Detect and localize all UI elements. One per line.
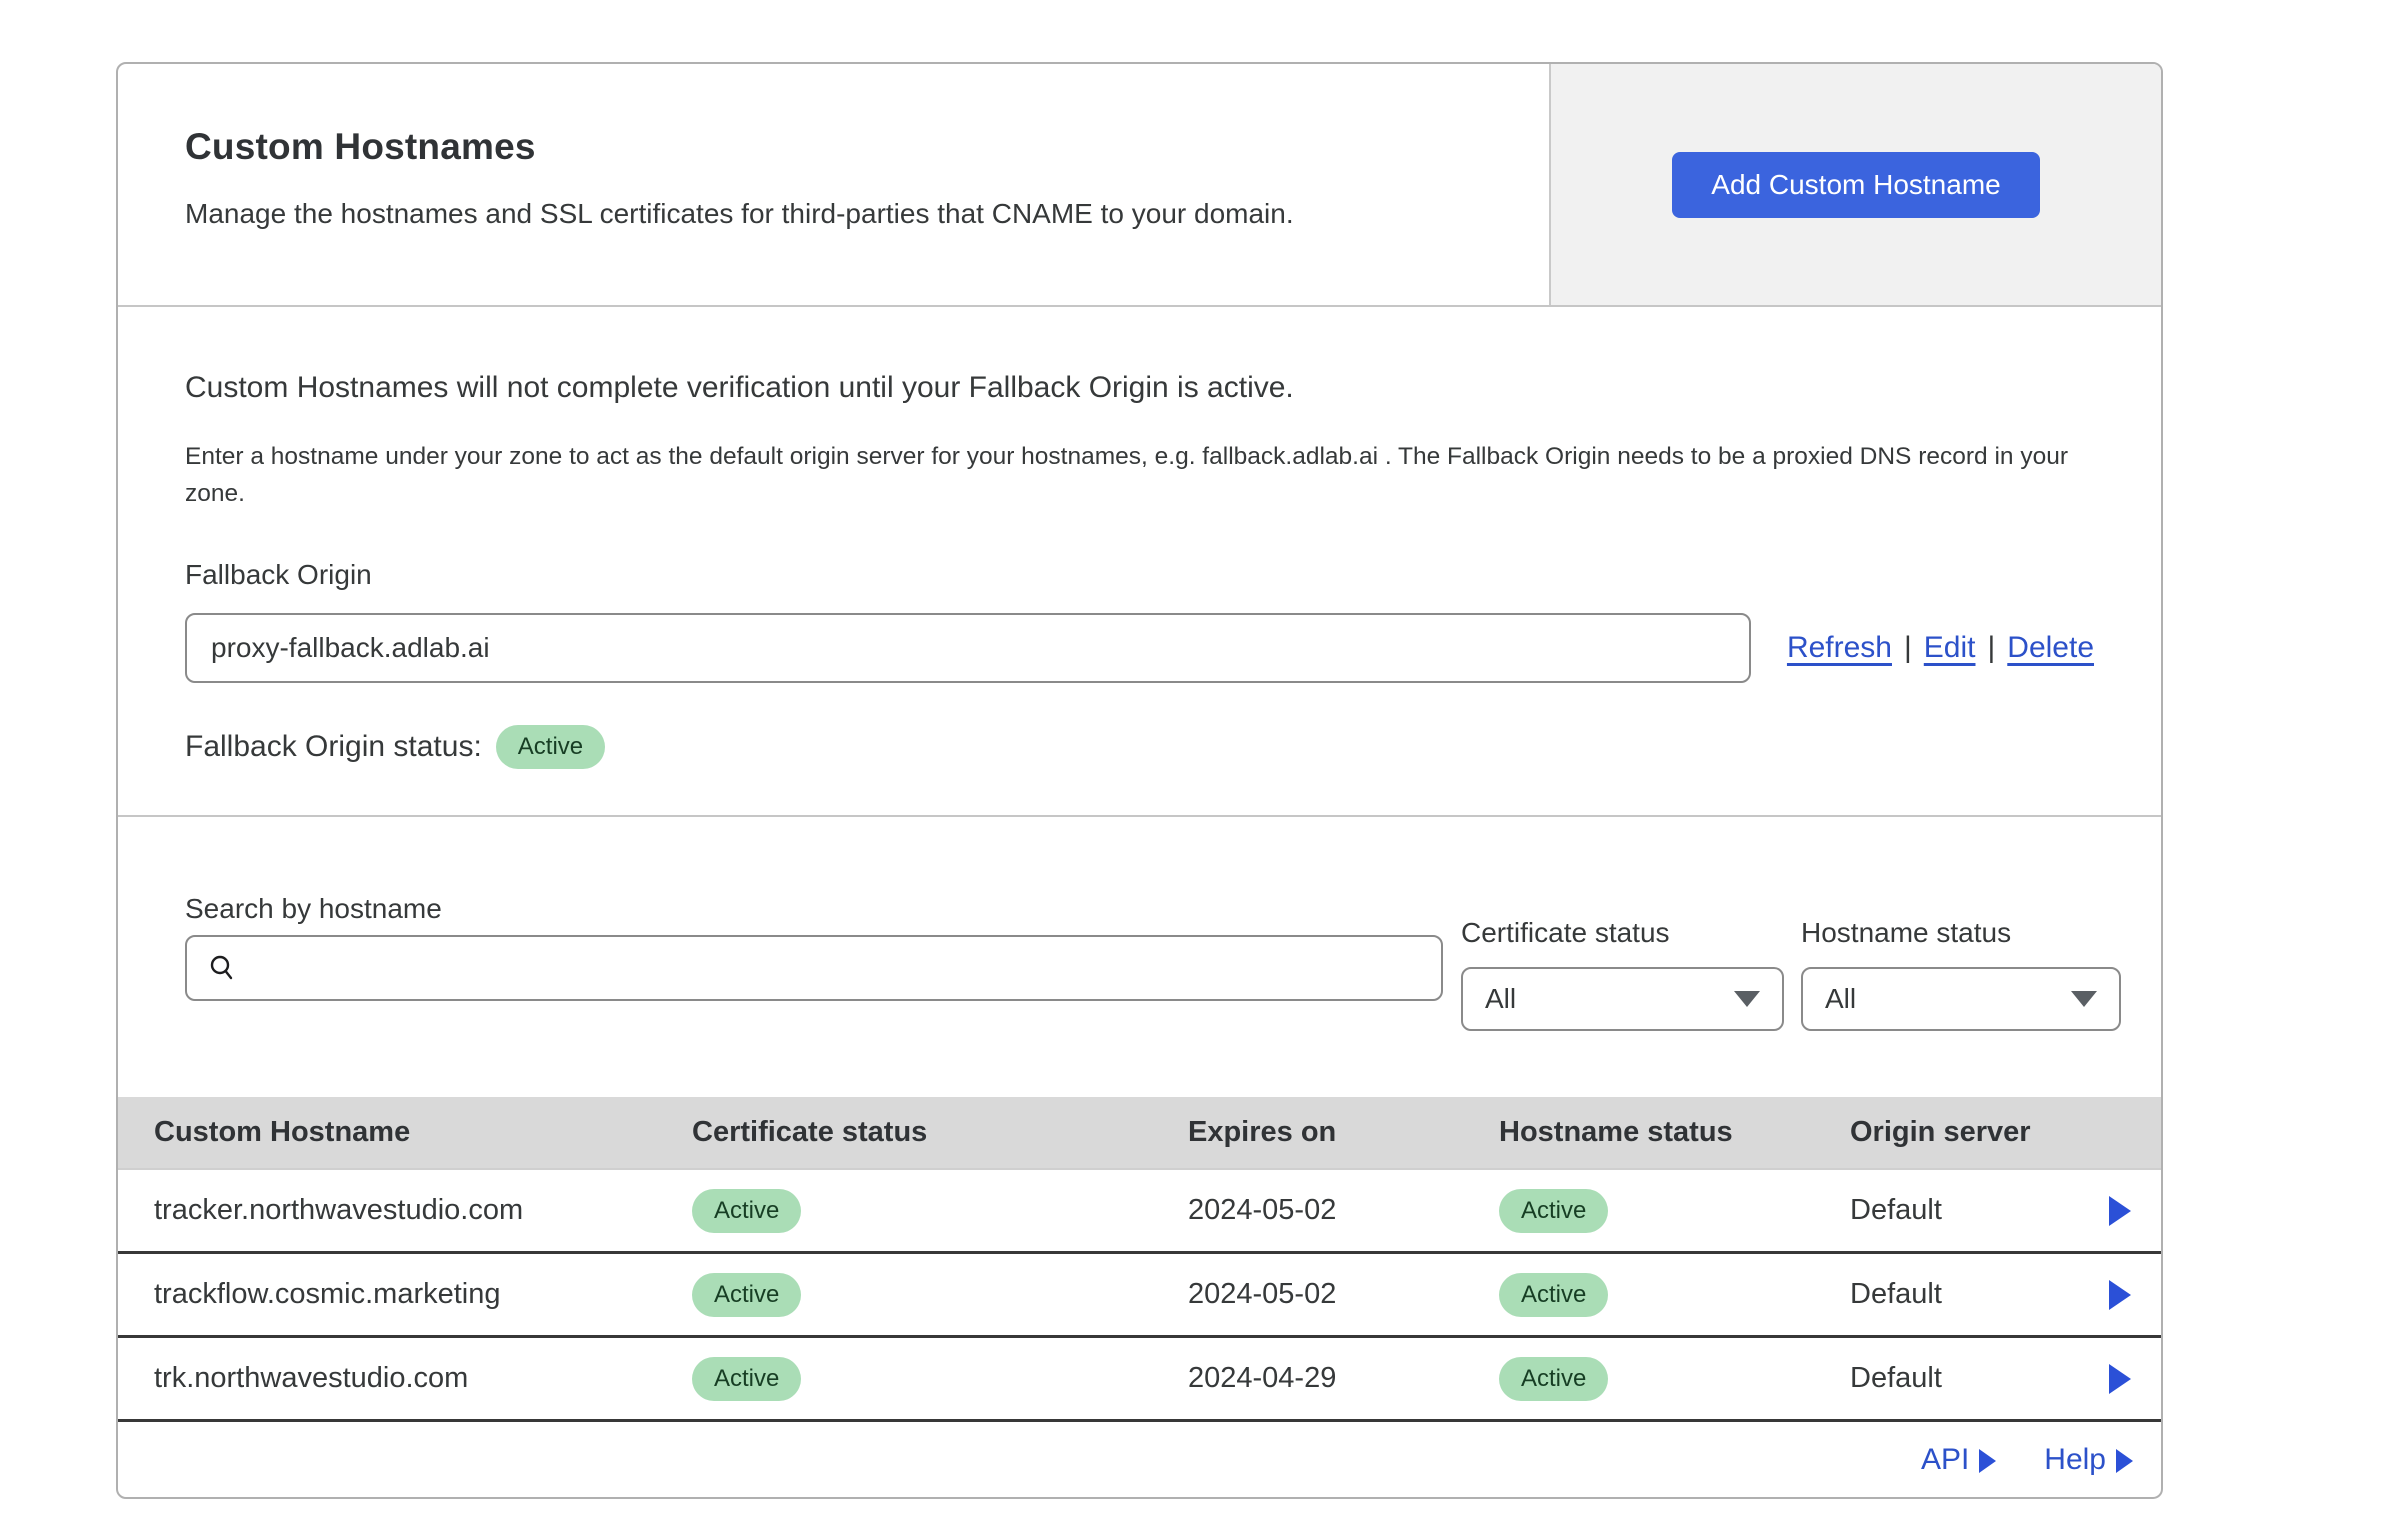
table-row: trk.northwavestudio.com Active 2024-04-2… <box>118 1338 2161 1422</box>
certificate-status-badge: Active <box>692 1272 802 1317</box>
fallback-origin-section: Custom Hostnames will not complete verif… <box>118 307 2161 817</box>
expand-row-icon[interactable] <box>2109 1279 2131 1310</box>
hostname-status-label: Hostname status <box>1801 917 2012 948</box>
col-header-hostname-status: Hostname status <box>1499 1116 1733 1148</box>
col-header-expires-on: Expires on <box>1188 1116 1337 1148</box>
search-icon <box>210 955 233 980</box>
hostname-status-badge: Active <box>1499 1356 1609 1401</box>
cell-hostname-status: Active <box>1499 1272 1850 1317</box>
fallback-origin-label: Fallback Origin <box>185 558 372 590</box>
add-custom-hostname-button[interactable]: Add Custom Hostname <box>1672 151 2040 218</box>
cell-origin-server: Default <box>1850 1278 1942 1310</box>
cell-certificate-status: Active <box>692 1272 1188 1317</box>
certificate-status-badge: Active <box>692 1356 802 1401</box>
edit-link[interactable]: Edit <box>1923 630 1976 664</box>
fallback-origin-input[interactable] <box>185 612 1751 683</box>
fallback-description: Enter a hostname under your zone to act … <box>185 443 2068 507</box>
certificate-status-filter-group: Certificate status All <box>1461 917 1784 1031</box>
cell-hostname-status: Active <box>1499 1188 1850 1233</box>
cell-expires-on: 2024-05-02 <box>1188 1278 1337 1310</box>
chevron-down-icon <box>1734 991 1760 1007</box>
cell-expires-on: 2024-05-02 <box>1188 1194 1337 1226</box>
col-header-certificate-status: Certificate status <box>692 1116 928 1148</box>
search-label: Search by hostname <box>185 893 442 924</box>
hostname-status-badge: Active <box>1499 1272 1609 1317</box>
certificate-status-badge: Active <box>692 1188 802 1233</box>
fallback-origin-input-row: Refresh | Edit | Delete <box>185 612 2094 683</box>
expand-row-icon[interactable] <box>2109 1363 2131 1394</box>
fallback-status-badge: Active <box>495 724 606 769</box>
link-separator: | <box>1903 630 1912 664</box>
page-subtitle: Manage the hostnames and SSL certificate… <box>185 198 1294 229</box>
chevron-down-icon <box>2071 991 2097 1007</box>
chevron-right-icon <box>2116 1448 2133 1473</box>
fallback-status-row: Fallback Origin status: Active <box>185 724 2094 769</box>
card-header-action-panel: Add Custom Hostname <box>1549 64 2161 305</box>
card-header: Custom Hostnames Manage the hostnames an… <box>118 64 2161 307</box>
cell-origin-server: Default <box>1850 1194 1942 1226</box>
custom-hostnames-card: Custom Hostnames Manage the hostnames an… <box>116 62 2163 1499</box>
delete-link[interactable]: Delete <box>2007 630 2094 664</box>
fallback-status-label: Fallback Origin status: <box>185 729 482 763</box>
cell-certificate-status: Active <box>692 1188 1188 1233</box>
page-title: Custom Hostnames <box>185 126 536 167</box>
cell-hostname: trackflow.cosmic.marketing <box>154 1278 501 1310</box>
certificate-status-label: Certificate status <box>1461 917 1670 948</box>
filter-section: Search by hostname Certificate status Al… <box>118 817 2161 1097</box>
hostname-status-dropdown[interactable]: All <box>1801 967 2121 1031</box>
table-header: Custom Hostname Certificate status Expir… <box>118 1097 2161 1170</box>
search-box <box>185 935 1443 1001</box>
api-link[interactable]: API <box>1920 1442 1997 1477</box>
cell-expires-on: 2024-04-29 <box>1188 1362 1337 1394</box>
hostname-status-badge: Active <box>1499 1188 1609 1233</box>
certificate-status-dropdown[interactable]: All <box>1461 967 1784 1031</box>
search-input[interactable] <box>251 937 1441 999</box>
api-link-label: API <box>1920 1442 1970 1476</box>
cell-hostname: trk.northwavestudio.com <box>154 1362 469 1394</box>
hostname-status-filter-group: Hostname status All <box>1801 917 2121 1031</box>
link-separator: | <box>1987 630 1996 664</box>
help-link-label: Help <box>2044 1442 2106 1476</box>
refresh-link[interactable]: Refresh <box>1786 630 1892 664</box>
chevron-right-icon <box>1979 1448 1997 1473</box>
certificate-status-value: All <box>1485 983 1517 1014</box>
cell-hostname: tracker.northwavestudio.com <box>154 1194 524 1226</box>
card-footer: API Help <box>118 1422 2161 1497</box>
cell-origin-server: Default <box>1850 1362 1942 1394</box>
col-header-origin-server: Origin server <box>1850 1116 2031 1148</box>
cell-certificate-status: Active <box>692 1356 1188 1401</box>
expand-row-icon[interactable] <box>2109 1195 2131 1226</box>
fallback-origin-actions: Refresh | Edit | Delete <box>1787 631 2094 665</box>
table-row: trackflow.cosmic.marketing Active 2024-0… <box>118 1254 2161 1338</box>
fallback-notice: Custom Hostnames will not complete verif… <box>185 371 1294 404</box>
col-header-custom-hostname: Custom Hostname <box>154 1116 411 1148</box>
hostname-status-value: All <box>1825 983 1857 1014</box>
table-row: tracker.northwavestudio.com Active 2024-… <box>118 1170 2161 1254</box>
help-link[interactable]: Help <box>2044 1443 2133 1477</box>
cell-hostname-status: Active <box>1499 1356 1850 1401</box>
card-header-text: Custom Hostnames Manage the hostnames an… <box>118 64 1549 305</box>
